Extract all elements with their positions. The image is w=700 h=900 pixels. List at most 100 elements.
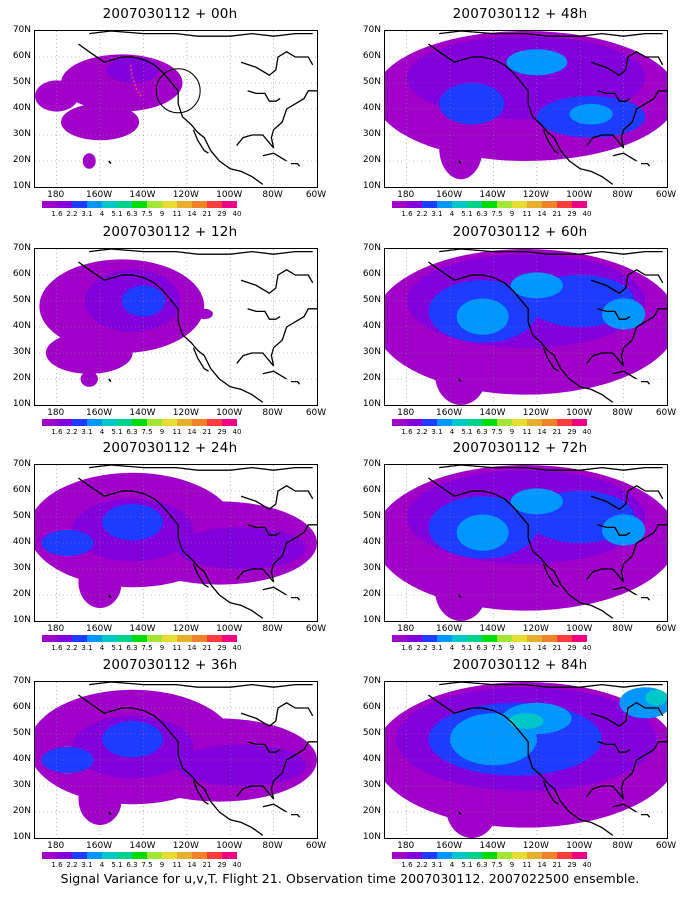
colorbar-swatch <box>497 201 512 208</box>
coastline <box>612 586 637 596</box>
coastline <box>291 380 301 385</box>
coastline <box>240 269 314 294</box>
latitude-label: 70N <box>362 676 381 686</box>
colorbar-swatch <box>177 852 192 859</box>
colorbar-tick-label: 14 <box>187 210 197 218</box>
colorbar-swatch <box>422 419 437 426</box>
coastline <box>458 811 462 816</box>
coastline <box>247 524 281 536</box>
coastline <box>612 803 637 813</box>
colorbar-swatch <box>467 419 482 426</box>
coastline <box>612 370 637 380</box>
colorbar-swatch <box>392 419 407 426</box>
colorbar-tick-label: 11 <box>522 428 532 436</box>
coastline <box>590 269 664 294</box>
colorbar-swatch <box>422 635 437 642</box>
map-svg <box>35 682 317 838</box>
longitude-label: 80W <box>262 190 283 200</box>
target-circle <box>155 68 201 114</box>
latitude-label: 50N <box>362 295 381 305</box>
colorbar-swatch <box>497 635 512 642</box>
longitude-label: 140W <box>479 408 506 418</box>
colorbar-swatch <box>192 201 207 208</box>
colorbar-swatch <box>542 419 557 426</box>
colorbar <box>392 852 587 859</box>
colorbar-tick-label: 3.1 <box>431 861 443 869</box>
panel-title: 2007030112 + 00h <box>102 6 238 22</box>
colorbar-tick-label: 3.1 <box>81 210 93 218</box>
colorbar-swatch <box>497 419 512 426</box>
colorbar-swatch <box>482 419 497 426</box>
variance-region <box>456 298 509 335</box>
colorbar-tick-label: 2.2 <box>416 210 428 218</box>
map-panel: 2007030112 + 60h 70N 60N 50N 40N 30N 20N 10N 180… <box>350 218 690 436</box>
map-panel: 2007030112 + 48h 70N 60N 50N 40N 30N 20N 10N 180… <box>350 0 690 218</box>
colorbar-swatch <box>437 635 452 642</box>
map-area <box>384 248 668 406</box>
colorbar-swatch <box>557 635 572 642</box>
colorbar-tick-label: 6.3 <box>476 210 488 218</box>
coastline <box>89 249 313 255</box>
longitude-label: 160W <box>86 408 113 418</box>
latitude-label: 30N <box>362 347 381 357</box>
colorbar-swatch <box>527 419 542 426</box>
latitude-label: 40N <box>12 754 31 764</box>
coastline <box>586 524 667 583</box>
colorbar-swatch <box>147 419 162 426</box>
colorbar-swatch <box>497 852 512 859</box>
longitude-label: 120W <box>522 624 549 634</box>
colorbar-tick-label: 29 <box>567 861 577 869</box>
latitude-label: 30N <box>12 129 31 139</box>
latitude-label: 70N <box>362 459 381 469</box>
longitude-label: 60W <box>305 841 327 851</box>
colorbar-swatch <box>572 201 587 208</box>
colorbar-tick-label: 4 <box>99 644 105 652</box>
latitude-label: 10N <box>362 615 381 625</box>
latitude-label: 20N <box>12 373 31 383</box>
latitude-label: 20N <box>362 155 381 165</box>
variance-region <box>82 153 96 169</box>
colorbar-tick-label: 7.5 <box>491 428 503 436</box>
coastline <box>291 162 301 167</box>
colorbar-swatch <box>162 635 177 642</box>
map-svg <box>35 249 317 405</box>
colorbar-tick-label: 2.2 <box>416 428 428 436</box>
colorbar-tick-label: 2.2 <box>66 210 78 218</box>
colorbar-tick-label: 6.3 <box>126 861 138 869</box>
coastline <box>439 249 663 255</box>
colorbar-tick-label: 40 <box>232 861 242 869</box>
colorbar-tick-label: 14 <box>537 428 547 436</box>
colorbar-swatch <box>162 201 177 208</box>
map-svg <box>385 249 667 405</box>
colorbar-swatch <box>147 201 162 208</box>
longitude-label: 120W <box>522 408 549 418</box>
colorbar-tick-label: 14 <box>537 861 547 869</box>
colorbar-swatch <box>512 419 527 426</box>
colorbar-swatch <box>57 852 72 859</box>
panel-title: 2007030112 + 12h <box>102 224 238 240</box>
panel-title: 2007030112 + 72h <box>452 440 588 456</box>
colorbar-tick-label: 29 <box>567 428 577 436</box>
longitude-label: 120W <box>172 841 199 851</box>
colorbar-swatch <box>72 201 87 208</box>
longitude-label: 180 <box>47 624 65 634</box>
colorbar-swatch <box>392 201 407 208</box>
colorbar-swatch <box>422 201 437 208</box>
colorbar-tick-label: 2.2 <box>66 644 78 652</box>
colorbar-swatch <box>222 201 237 208</box>
longitude-label: 180 <box>47 190 65 200</box>
latitude-label: 20N <box>12 806 31 816</box>
colorbar <box>42 852 237 859</box>
colorbar-tick-label: 11 <box>522 861 532 869</box>
longitude-label: 60W <box>305 190 327 200</box>
latitude-label: 10N <box>12 399 31 409</box>
colorbar-tick-label: 4 <box>449 210 455 218</box>
colorbar-tick-label: 4 <box>99 210 105 218</box>
colorbar-tick-label: 14 <box>187 428 197 436</box>
colorbar-tick-label: 5.1 <box>111 644 123 652</box>
variance-region <box>195 308 213 320</box>
colorbar <box>42 635 237 642</box>
latitude-label: 10N <box>12 615 31 625</box>
colorbar-tick-label: 1.6 <box>51 210 63 218</box>
colorbar-swatch <box>102 419 117 426</box>
